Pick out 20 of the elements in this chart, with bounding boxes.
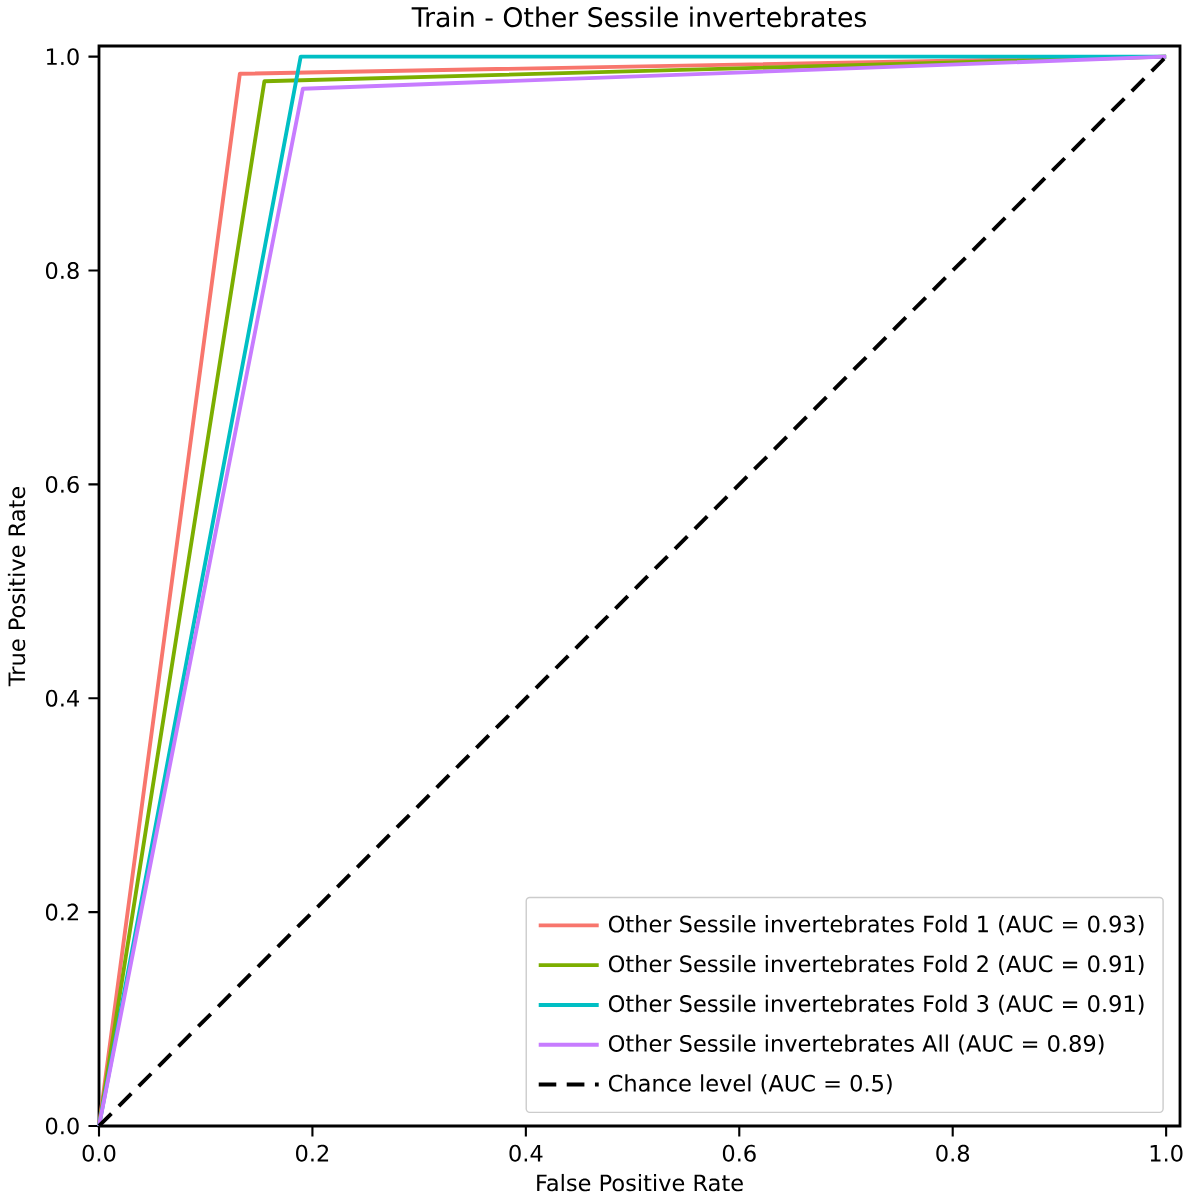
x-tick-label: 0.8 (936, 1144, 970, 1162)
x-tick-label: 0.2 (296, 1144, 329, 1162)
x-axis-title: False Positive Rate (537, 1173, 743, 1192)
y-tick-label: 0.8 (45, 262, 79, 280)
y-tick-label: 0.0 (45, 1117, 79, 1135)
y-tick-label: 0.4 (45, 689, 79, 707)
legend-label: Other Sessile invertebrates Fold 1 (AUC = 0.93) (608, 915, 1144, 936)
y-tick-label: 0.2 (45, 903, 79, 921)
x-tick-label: 0.0 (82, 1144, 116, 1162)
y-tick-label: 0.6 (45, 475, 79, 493)
legend-label: Other Sessile invertebrates Fold 3 (AUC = 0.91) (608, 994, 1144, 1015)
chart-title: Train - Other Sessile invertebrates (411, 6, 867, 28)
x-tick-label: 1.0 (1150, 1144, 1183, 1162)
y-axis-title: True Positive Rate (7, 486, 26, 687)
legend-label: Other Sessile invertebrates All (AUC = 0.89) (608, 1034, 1104, 1055)
legend-label: Chance level (AUC = 0.5) (608, 1074, 892, 1095)
x-tick-label: 0.6 (722, 1144, 756, 1162)
x-tick-label: 0.4 (509, 1144, 543, 1162)
y-tick-label: 1.0 (46, 48, 79, 66)
legend-label: Other Sessile invertebrates Fold 2 (AUC = 0.91) (608, 954, 1144, 975)
